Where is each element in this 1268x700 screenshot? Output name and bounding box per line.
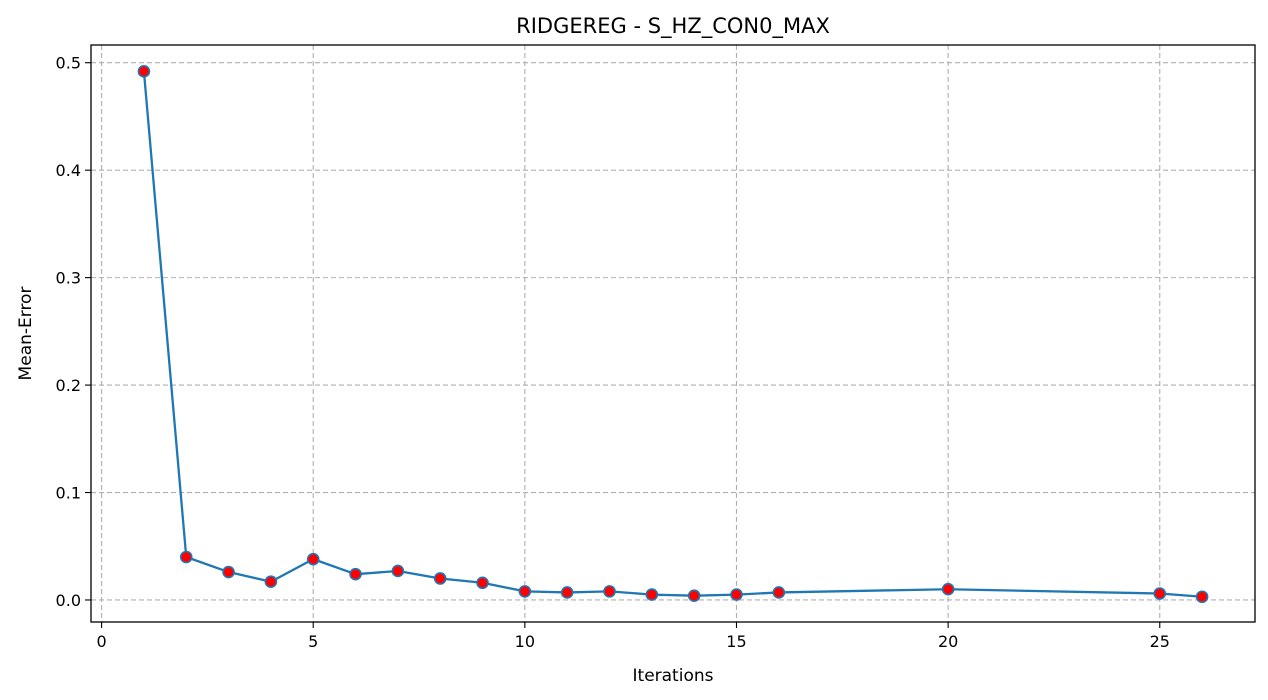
data-point: [222, 565, 235, 579]
data-point: [603, 585, 616, 598]
x-tick-label: 15: [726, 632, 746, 651]
data-point: [264, 575, 278, 589]
y-tick-label: 0.5: [56, 54, 81, 73]
data-point: [476, 576, 489, 590]
x-axis-label: Iterations: [633, 666, 714, 686]
data-point: [1195, 590, 1209, 604]
data-point: [391, 564, 405, 578]
data-point: [941, 582, 955, 596]
data-point: [687, 589, 701, 602]
x-tick-label: 25: [1150, 632, 1170, 651]
y-tick-label: 0.0: [56, 591, 81, 610]
x-tick-label: 10: [515, 632, 535, 651]
axes-ticks: 0 5 10 15 20 25 0.0 0.1 0.2 0.3 0.4 0.5: [56, 54, 1170, 651]
data-point: [1153, 587, 1167, 600]
data-point: [560, 586, 574, 599]
chart-title: RIDGEREG - S_HZ_CON0_MAX: [516, 14, 830, 39]
data-point: [433, 572, 447, 585]
data-point: [645, 588, 659, 601]
grid: [91, 45, 1255, 622]
y-tick-label: 0.2: [56, 376, 81, 395]
data-point: [730, 588, 743, 601]
x-tick-label: 0: [96, 632, 106, 651]
y-tick-label: 0.1: [56, 484, 81, 503]
data-point: [349, 567, 362, 581]
series-layer: [137, 65, 1209, 604]
data-point: [137, 65, 151, 78]
y-tick-label: 0.4: [56, 161, 81, 180]
plot-frame: [90, 44, 1256, 623]
data-point: [179, 550, 193, 564]
y-tick-label: 0.3: [56, 269, 81, 288]
data-point: [306, 552, 320, 566]
y-axis-label: Mean-Error: [16, 287, 36, 381]
data-point: [772, 586, 786, 599]
x-tick-label: 5: [308, 632, 318, 651]
x-tick-label: 20: [938, 632, 958, 651]
data-point: [518, 585, 532, 598]
